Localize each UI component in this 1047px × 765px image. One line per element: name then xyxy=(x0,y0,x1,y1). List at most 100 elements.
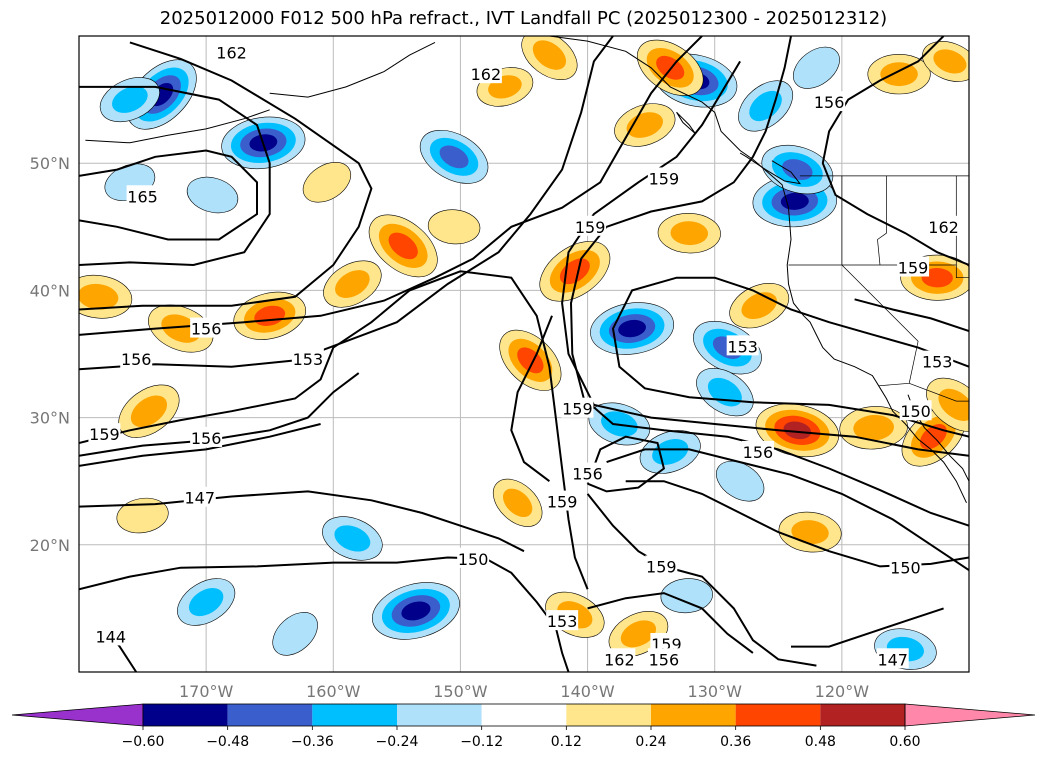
pc-feature xyxy=(118,384,180,438)
pc-feature xyxy=(729,283,790,329)
contour-line xyxy=(79,36,614,371)
pc-shade xyxy=(502,488,533,518)
pc-shade xyxy=(112,86,148,113)
contour-line xyxy=(586,435,666,493)
pc-shade xyxy=(334,525,371,552)
contour-label: 162 xyxy=(928,218,959,237)
political-border xyxy=(955,175,969,279)
contour-label: 147 xyxy=(185,489,216,508)
coastline xyxy=(85,109,270,144)
pc-feature xyxy=(521,36,578,80)
colorbar-segment xyxy=(312,704,397,726)
pc-shade xyxy=(783,421,812,440)
pc-feature xyxy=(371,582,460,640)
contour-label: 153 xyxy=(293,350,324,369)
coastline xyxy=(435,36,967,504)
contour-label-bg xyxy=(647,648,680,669)
contour-label: 159 xyxy=(646,557,677,576)
contour-label-bg xyxy=(94,625,127,646)
pc-shade xyxy=(439,145,469,169)
contour-label-bg xyxy=(813,91,846,112)
colorbar-segment xyxy=(566,704,651,726)
contour-label-bg xyxy=(183,486,216,507)
colorbar-tick-label: −0.60 xyxy=(122,734,165,750)
contour-label-bg xyxy=(897,256,930,277)
contour-label: 156 xyxy=(191,320,222,339)
x-tick-label: 130°W xyxy=(688,682,743,701)
colorbar-tick-label: −0.48 xyxy=(206,734,249,750)
pc-shade xyxy=(791,520,829,545)
map-frame xyxy=(78,35,970,673)
pc-shade xyxy=(188,587,224,617)
contour-label-bg xyxy=(190,426,223,447)
coastline xyxy=(269,41,436,98)
contour-label: 156 xyxy=(743,443,774,462)
pc-feature xyxy=(539,241,611,302)
contour-label-bg xyxy=(571,462,604,483)
pc-feature xyxy=(99,77,160,123)
contour-line xyxy=(79,270,589,590)
x-tick-label: 160°W xyxy=(306,682,361,701)
contour-label-bg xyxy=(469,63,502,84)
contour-label: 162 xyxy=(471,65,502,84)
pc-shade xyxy=(716,460,765,502)
y-tick-label: 20°N xyxy=(30,536,70,555)
contour-label-bg xyxy=(457,547,490,568)
pc-shade xyxy=(388,232,418,260)
colorbar-segment xyxy=(735,704,821,726)
x-tick-label: 140°W xyxy=(560,682,615,701)
y-tick-label: 40°N xyxy=(30,281,70,300)
pc-shade xyxy=(921,267,953,288)
contour-line xyxy=(79,36,703,336)
contour-label-bg xyxy=(546,610,579,631)
contour-label-bg xyxy=(726,335,759,356)
contour-line xyxy=(79,41,373,311)
contour-label-bg xyxy=(291,348,324,369)
contour-label-bg xyxy=(603,648,636,669)
coastline xyxy=(739,152,802,185)
pc-shade xyxy=(401,601,431,621)
contour-label: 156 xyxy=(649,650,680,669)
pc-feature xyxy=(778,511,842,553)
contour-label: 159 xyxy=(562,400,593,419)
contour-line xyxy=(79,372,360,457)
pc-feature xyxy=(867,54,931,95)
contour-label-bg xyxy=(645,555,678,576)
contour-label-bg xyxy=(921,350,954,371)
contour-line xyxy=(561,60,969,457)
x-tick-labels: 170°W 160°W 150°W 140°W 130°W 120°W xyxy=(179,682,869,701)
colorbar-tick-label: −0.24 xyxy=(376,734,419,750)
pc-shade xyxy=(880,62,918,87)
contour-label: 162 xyxy=(604,650,635,669)
pc-feature xyxy=(660,578,713,614)
colorbar: −0.60 −0.48 −0.36 −0.24 −0.12 0.12 0.24 0.36 0.4… xyxy=(11,703,1036,750)
contour-label: 165 xyxy=(127,187,158,206)
colorbar-tick-label: −0.12 xyxy=(460,734,503,750)
x-tick-label: 170°W xyxy=(179,682,234,701)
contour-line xyxy=(79,85,271,267)
pc-feature xyxy=(926,377,969,432)
contour-label: 147 xyxy=(877,650,908,669)
contour-label: 153 xyxy=(922,353,953,372)
contour-label: 144 xyxy=(96,627,127,646)
contour-line xyxy=(510,315,553,482)
colorbar-extend-low xyxy=(11,703,144,727)
contour-line xyxy=(854,298,969,333)
contour-line xyxy=(79,149,258,241)
contour-label-bg xyxy=(876,648,909,669)
pc-shade xyxy=(302,162,352,203)
pc-shade xyxy=(938,388,969,421)
political-border xyxy=(909,382,969,402)
contour-label-bg xyxy=(889,556,922,577)
contour-label: 162 xyxy=(216,44,247,63)
political-border xyxy=(877,175,887,266)
contour-label-bg xyxy=(126,185,159,206)
contour-line xyxy=(79,490,525,553)
pc-feature xyxy=(922,41,969,82)
contour-label: 159 xyxy=(649,169,680,188)
pc-feature xyxy=(368,214,438,278)
pc-shade xyxy=(782,159,813,180)
contour-label-bg xyxy=(120,348,153,369)
pc-shade xyxy=(933,49,967,74)
